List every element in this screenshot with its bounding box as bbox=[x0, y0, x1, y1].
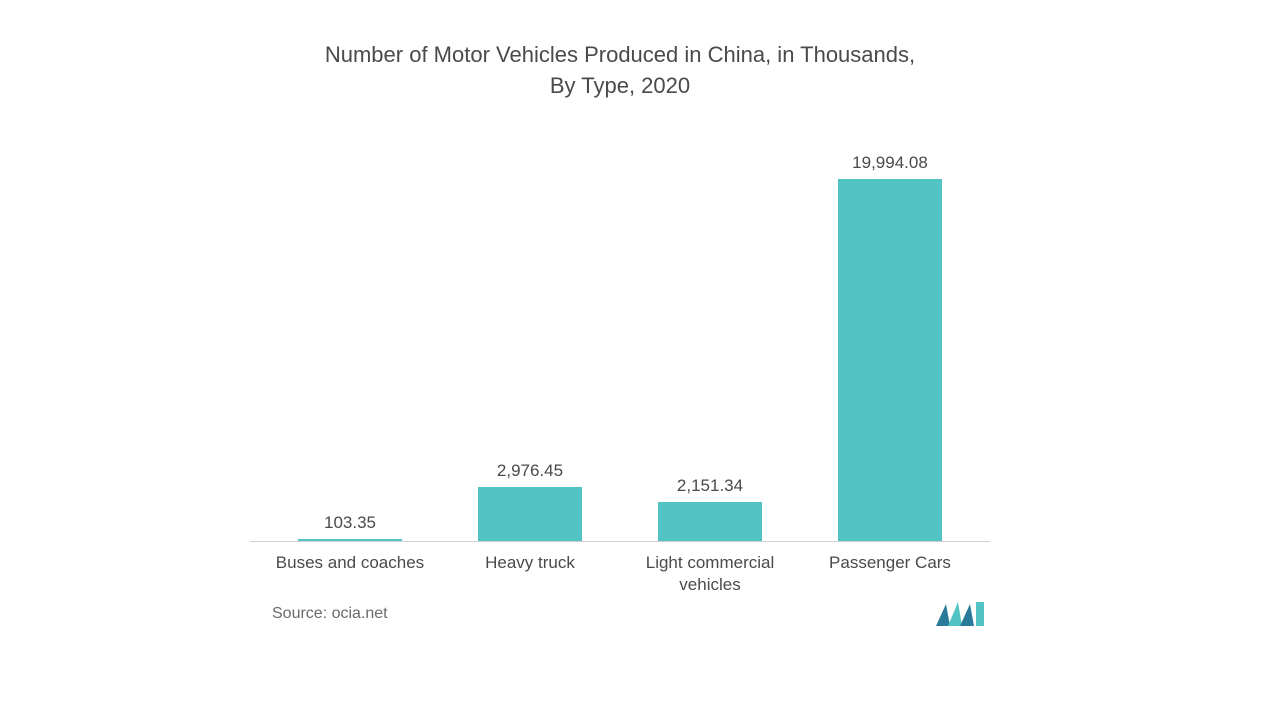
bar bbox=[658, 502, 762, 541]
bar-group: 103.35 bbox=[260, 513, 440, 541]
x-axis-label: Light commercialvehicles bbox=[620, 552, 800, 596]
bar-group: 2,976.45 bbox=[440, 461, 620, 541]
x-axis: Buses and coachesHeavy truckLight commer… bbox=[250, 542, 990, 596]
chart-title-line1: Number of Motor Vehicles Produced in Chi… bbox=[325, 42, 915, 67]
bar-group: 19,994.08 bbox=[800, 153, 980, 541]
bar-value-label: 2,151.34 bbox=[677, 476, 743, 496]
chart-container: Number of Motor Vehicles Produced in Chi… bbox=[250, 40, 990, 596]
bar bbox=[478, 487, 582, 541]
x-axis-label: Buses and coaches bbox=[260, 552, 440, 596]
bar-value-label: 103.35 bbox=[324, 513, 376, 533]
plot-area: 103.352,976.452,151.3419,994.08 bbox=[250, 162, 990, 542]
bar-value-label: 2,976.45 bbox=[497, 461, 563, 481]
chart-title: Number of Motor Vehicles Produced in Chi… bbox=[250, 40, 990, 102]
source-label: Source: ocia.net bbox=[272, 605, 388, 623]
bar bbox=[298, 539, 402, 541]
bar-group: 2,151.34 bbox=[620, 476, 800, 541]
x-axis-label: Passenger Cars bbox=[800, 552, 980, 596]
x-axis-label: Heavy truck bbox=[440, 552, 620, 596]
chart-title-line2: By Type, 2020 bbox=[550, 73, 690, 98]
bar bbox=[838, 179, 942, 541]
bar-value-label: 19,994.08 bbox=[852, 153, 928, 173]
brand-logo-icon bbox=[936, 602, 984, 626]
